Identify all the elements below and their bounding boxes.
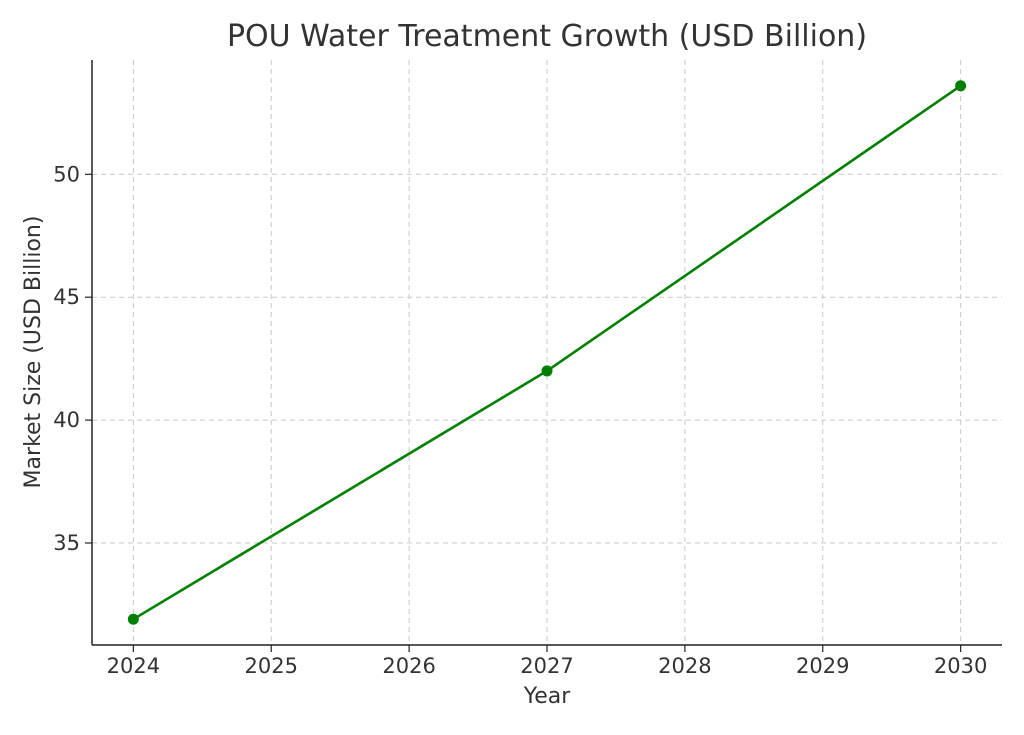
tick-labels: 2024 2025 2026 2027 2028 2029 2030 35 40 45 50 bbox=[53, 162, 987, 678]
x-tick-label: 2026 bbox=[382, 654, 435, 678]
x-tick-label: 2027 bbox=[520, 654, 573, 678]
x-tick-label: 2029 bbox=[796, 654, 849, 678]
axes bbox=[85, 60, 1002, 652]
data-series bbox=[127, 80, 967, 625]
y-axis-label: Market Size (USD Billion) bbox=[21, 216, 46, 489]
y-tick-label: 40 bbox=[53, 408, 80, 432]
data-point bbox=[127, 613, 139, 625]
grid-lines bbox=[92, 60, 1002, 645]
x-tick-label: 2030 bbox=[934, 654, 987, 678]
y-tick-label: 50 bbox=[53, 162, 80, 186]
x-tick-label: 2028 bbox=[658, 654, 711, 678]
y-tick-label: 35 bbox=[53, 531, 80, 555]
data-point bbox=[541, 365, 553, 377]
x-tick-label: 2024 bbox=[107, 654, 160, 678]
x-tick-label: 2025 bbox=[245, 654, 298, 678]
y-tick-label: 45 bbox=[53, 285, 80, 309]
chart-title: POU Water Treatment Growth (USD Billion) bbox=[227, 19, 867, 54]
x-axis-label: Year bbox=[523, 684, 572, 709]
data-point bbox=[955, 80, 967, 92]
